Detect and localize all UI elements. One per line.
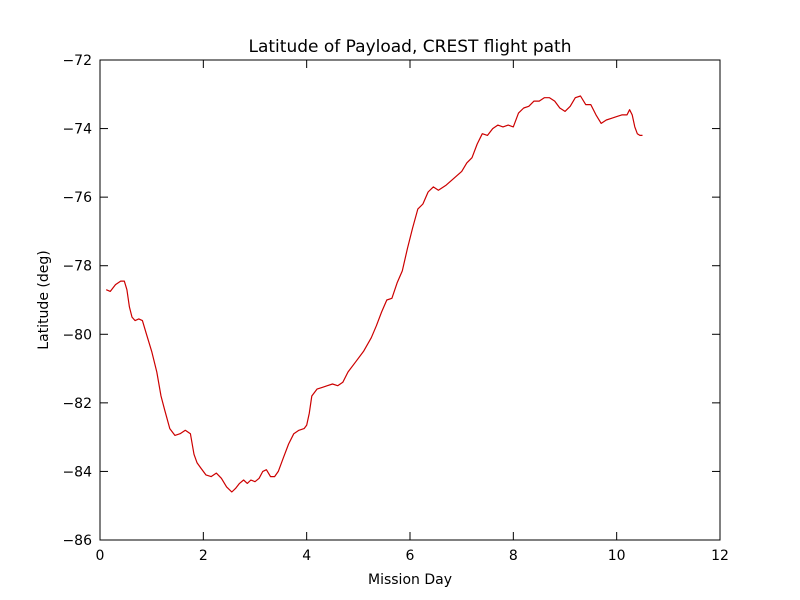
- y-tick-label: −84: [62, 464, 92, 480]
- x-tick-label: 0: [96, 548, 105, 564]
- x-tick-label: 8: [509, 548, 518, 564]
- y-tick-label: −76: [62, 190, 92, 206]
- x-tick-label: 12: [711, 548, 729, 564]
- y-tick-label: −82: [62, 396, 92, 412]
- plot-area: [100, 60, 720, 540]
- x-tick-label: 6: [406, 548, 415, 564]
- y-tick-label: −86: [62, 533, 92, 549]
- plot-frame: [99, 59, 721, 541]
- y-tick-label: −74: [62, 122, 92, 138]
- y-tick-label: −72: [62, 53, 92, 69]
- x-axis-ticks: 0 2 4 6 8 10 12: [96, 60, 729, 564]
- y-axis-label: Latitude (deg): [36, 250, 52, 349]
- latitude-series-line: [105, 95, 643, 493]
- x-tick-label: 4: [302, 548, 311, 564]
- x-tick-label: 10: [608, 548, 626, 564]
- y-tick-label: −80: [62, 327, 92, 343]
- x-axis-label: Mission Day: [368, 572, 452, 588]
- chart-title: Latitude of Payload, CREST flight path: [249, 37, 572, 57]
- y-tick-label: −78: [62, 259, 92, 275]
- x-tick-label: 2: [199, 548, 208, 564]
